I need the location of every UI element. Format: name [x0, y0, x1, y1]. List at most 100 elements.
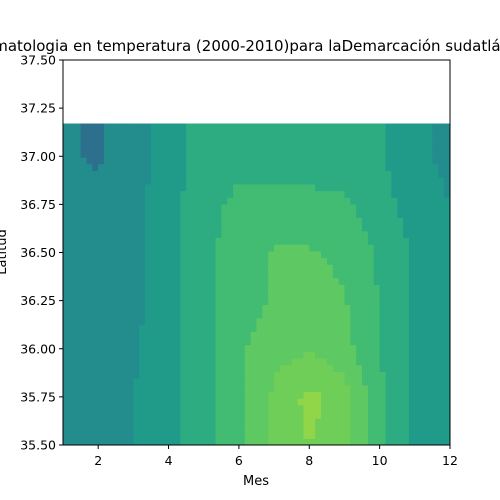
contour-cell — [279, 344, 287, 352]
contour-cell — [174, 197, 181, 205]
contour-cell — [385, 157, 392, 165]
contour-cell — [156, 404, 164, 413]
contour-cell — [279, 223, 287, 232]
contour-cell — [332, 170, 340, 178]
contour-cell — [408, 130, 416, 138]
contour-cell — [121, 344, 129, 352]
contour-cell — [262, 311, 269, 319]
contour-cell — [80, 431, 88, 439]
contour-cell — [367, 230, 375, 238]
contour-cell — [432, 411, 439, 419]
contour-cell — [303, 424, 310, 433]
contour-cell — [192, 257, 199, 265]
contour-cell — [250, 411, 258, 419]
contour-cell — [279, 311, 287, 319]
contour-cell — [63, 217, 70, 225]
contour-cell — [344, 163, 351, 172]
contour-cell — [174, 157, 181, 165]
contour-cell — [291, 378, 299, 386]
contour-cell — [256, 170, 263, 178]
contour-cell — [326, 357, 334, 366]
contour-cell — [92, 237, 99, 245]
contour-cell — [303, 337, 310, 346]
contour-cell — [291, 177, 299, 185]
contour-cell — [438, 183, 445, 192]
contour-cell — [98, 364, 105, 372]
contour-cell — [256, 217, 263, 225]
contour-cell — [180, 217, 187, 225]
contour-cell — [344, 177, 351, 185]
contour-cell — [315, 324, 322, 332]
contour-cell — [121, 170, 129, 178]
contour-cell — [420, 378, 428, 386]
contour-cell — [192, 378, 199, 386]
contour-cell — [256, 150, 263, 158]
contour-cell — [279, 364, 287, 372]
contour-cell — [274, 297, 281, 305]
contour-cell — [203, 143, 211, 151]
contour-cell — [86, 223, 93, 232]
contour-cell — [414, 371, 422, 379]
contour-cell — [80, 304, 88, 312]
contour-cell — [121, 331, 129, 339]
contour-cell — [139, 157, 146, 165]
contour-cell — [391, 378, 398, 386]
contour-cell — [133, 344, 140, 352]
contour-cell — [121, 317, 129, 326]
contour-cell — [180, 384, 187, 393]
contour-cell — [86, 324, 93, 332]
contour-cell — [315, 331, 322, 339]
contour-cell — [274, 398, 281, 406]
contour-cell — [408, 337, 416, 346]
contour-cell — [197, 378, 205, 386]
contour-cell — [145, 277, 152, 285]
contour-cell — [326, 264, 334, 272]
contour-cell — [291, 438, 299, 445]
contour-cell — [209, 378, 217, 386]
contour-cell — [379, 123, 387, 131]
contour-cell — [309, 311, 316, 319]
contour-cell — [80, 210, 88, 218]
contour-cell — [92, 190, 99, 198]
contour-cell — [109, 210, 117, 218]
contour-cell — [121, 163, 129, 172]
contour-cell — [315, 411, 322, 419]
contour-cell — [80, 136, 88, 145]
contour-cell — [121, 264, 129, 272]
contour-cell — [444, 344, 450, 352]
contour-cell — [397, 210, 404, 218]
contour-cell — [403, 203, 410, 212]
contour-cell — [350, 304, 357, 312]
contour-cell — [197, 284, 205, 292]
contour-cell — [408, 378, 416, 386]
contour-cell — [332, 250, 340, 259]
contour-cell — [321, 264, 328, 272]
contour-cell — [168, 257, 176, 265]
contour-cell — [68, 404, 76, 413]
contour-cell — [338, 197, 346, 205]
contour-cell — [344, 197, 351, 205]
contour-cell — [209, 223, 217, 232]
contour-cell — [197, 150, 205, 158]
contour-cell — [362, 190, 369, 198]
contour-cell — [321, 244, 328, 252]
contour-cell — [432, 371, 439, 379]
contour-cell — [444, 163, 450, 172]
contour-cell — [227, 270, 234, 279]
contour-cell — [432, 418, 439, 426]
contour-cell — [315, 190, 322, 198]
contour-cell — [186, 250, 193, 259]
contour-cell — [420, 311, 428, 319]
contour-cell — [180, 438, 187, 445]
contour-cell — [338, 223, 346, 232]
contour-cell — [321, 411, 328, 419]
contour-cell — [145, 344, 152, 352]
contour-cell — [285, 337, 293, 346]
contour-cell — [156, 364, 164, 372]
contour-cell — [438, 364, 445, 372]
contour-cell — [215, 223, 222, 232]
contour-cell — [86, 344, 93, 352]
contour-cell — [168, 378, 176, 386]
contour-cell — [350, 277, 357, 285]
contour-cell — [98, 351, 105, 359]
